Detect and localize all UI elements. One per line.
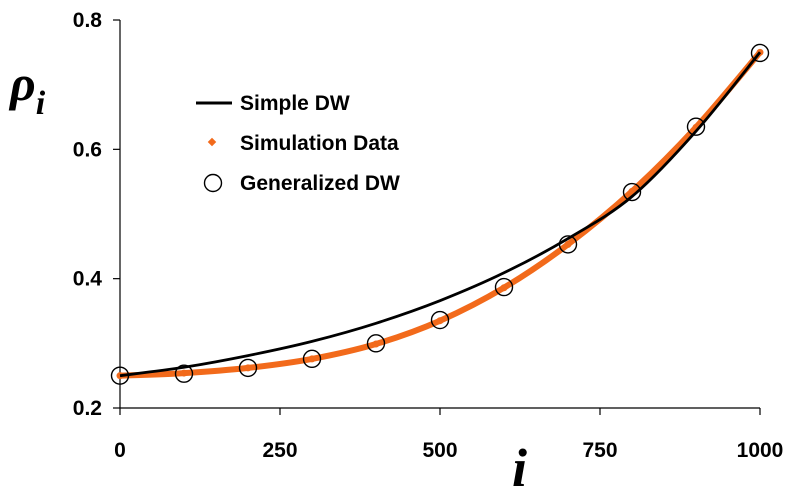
generalized-dw-point [110,366,130,385]
generalized-dw-point [494,277,514,297]
simulation-data-point [564,240,572,248]
y-axis-label-subscript: i [36,85,46,122]
simulation-data-point [244,364,252,372]
simulation-data-point [372,340,380,348]
generalized-dw-point [686,117,706,136]
generalized-dw-point [558,235,578,254]
generalized-dw-point [238,358,258,378]
legend-swatch-generalized-dw [203,173,223,193]
generalized-dw-point [430,310,450,330]
y-tick-label: 0.2 [73,397,102,420]
ticks: 0 250 500 750 1000 0.2 0.4 0.6 0.8 [73,9,784,462]
y-tick-label: 0.8 [73,9,103,32]
simulation-data-point [628,187,636,195]
generalized-dw-point [174,364,194,383]
y-tick-label: 0.6 [73,138,102,161]
series-layer [110,43,770,385]
simulation-data-point [308,355,316,363]
x-tick-label: 0 [114,439,126,462]
y-tick-label: 0.4 [73,268,103,291]
simulation-data-point [180,369,188,377]
generalized-dw-point [366,334,386,353]
x-tick-label: 750 [582,439,617,462]
legend-label-generalized-dw: Generalized DW [240,172,400,195]
legend-label-simple-dw: Simple DW [240,92,350,115]
series-simulation-data [117,49,763,379]
y-axis-label: ρi [8,55,46,122]
generalized-dw-point [622,182,642,202]
legend-swatch-simulation-data [207,137,217,147]
generalized-dw-point [302,349,322,369]
x-tick-label: 500 [422,439,457,462]
axes [119,20,760,409]
simulation-data-point [500,284,508,292]
x-tick-label: 250 [262,439,297,462]
simulation-data-point [436,317,444,325]
legend-label-simulation-data: Simulation Data [240,132,399,155]
series-simple-dw [119,51,762,378]
legend: Simple DW Simulation Data Generalized DW [196,92,400,195]
generalized-dw-point [750,43,770,63]
x-axis-label: i [512,438,527,489]
x-tick-label: 1000 [737,439,784,462]
